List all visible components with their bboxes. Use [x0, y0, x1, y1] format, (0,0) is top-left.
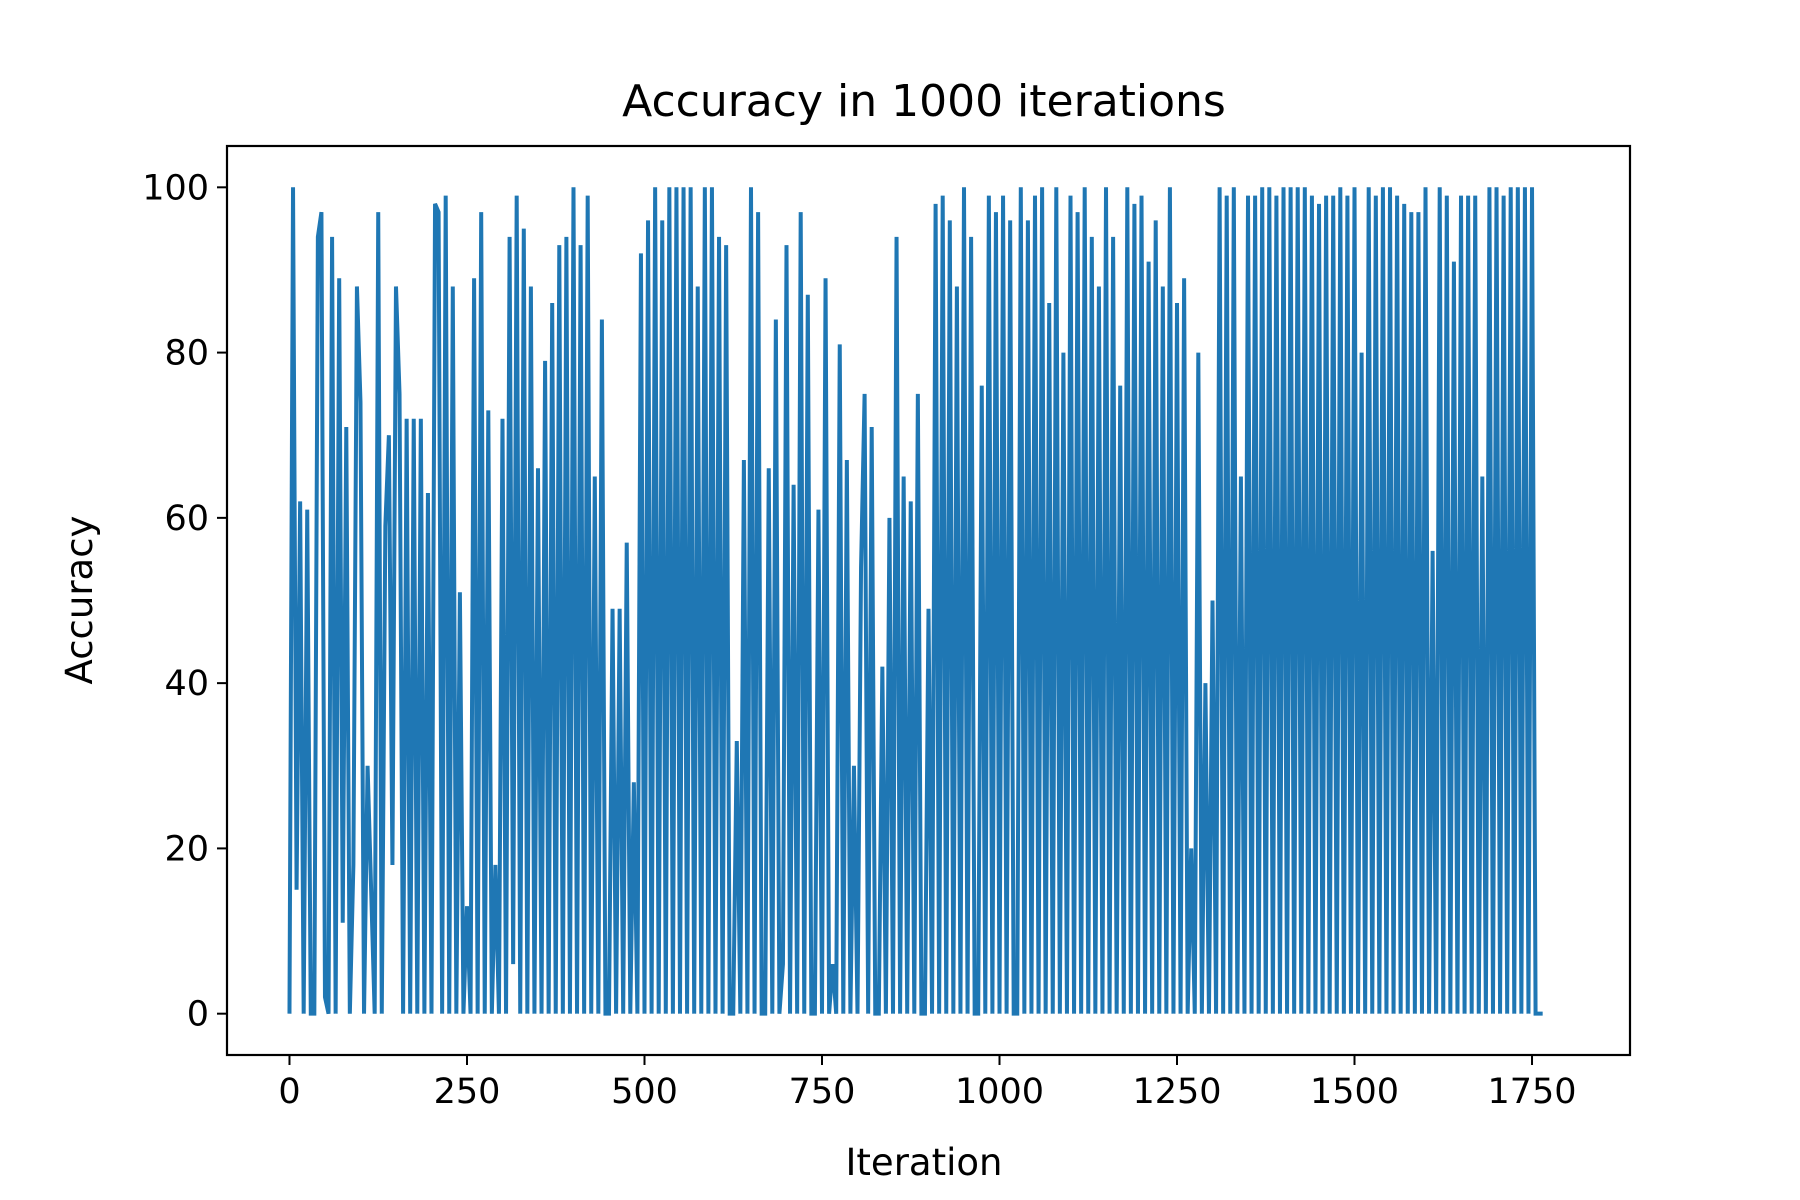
y-tick-label: 60	[164, 499, 209, 539]
x-tick-label: 1000	[955, 1072, 1044, 1112]
y-axis-label: Accuracy	[58, 516, 101, 685]
x-axis: 0 250 500 750 1000 1250 1500 1750	[278, 1055, 1577, 1112]
x-tick-label: 1250	[1132, 1072, 1221, 1112]
plot-area	[287, 187, 1543, 1016]
y-tick-label: 80	[164, 334, 209, 374]
plot-frame	[225, 144, 1632, 1057]
x-tick-label: 0	[278, 1072, 300, 1112]
x-axis-label: Iteration	[846, 1141, 1003, 1184]
y-tick-label: 20	[164, 829, 209, 869]
y-tick-label: 100	[142, 168, 209, 208]
x-tick-label: 750	[789, 1072, 856, 1112]
x-tick-label: 500	[611, 1072, 678, 1112]
x-tick-label: 1750	[1487, 1072, 1576, 1112]
x-tick-label: 1500	[1310, 1072, 1399, 1112]
series-line-0	[287, 187, 1543, 1016]
y-tick-label: 40	[164, 664, 209, 704]
y-axis: 0 20 40 60 80 100	[142, 168, 227, 1035]
y-tick-label: 0	[187, 995, 209, 1035]
chart-title: Accuracy in 1000 iterations	[622, 76, 1226, 127]
x-tick-label: 250	[434, 1072, 501, 1112]
